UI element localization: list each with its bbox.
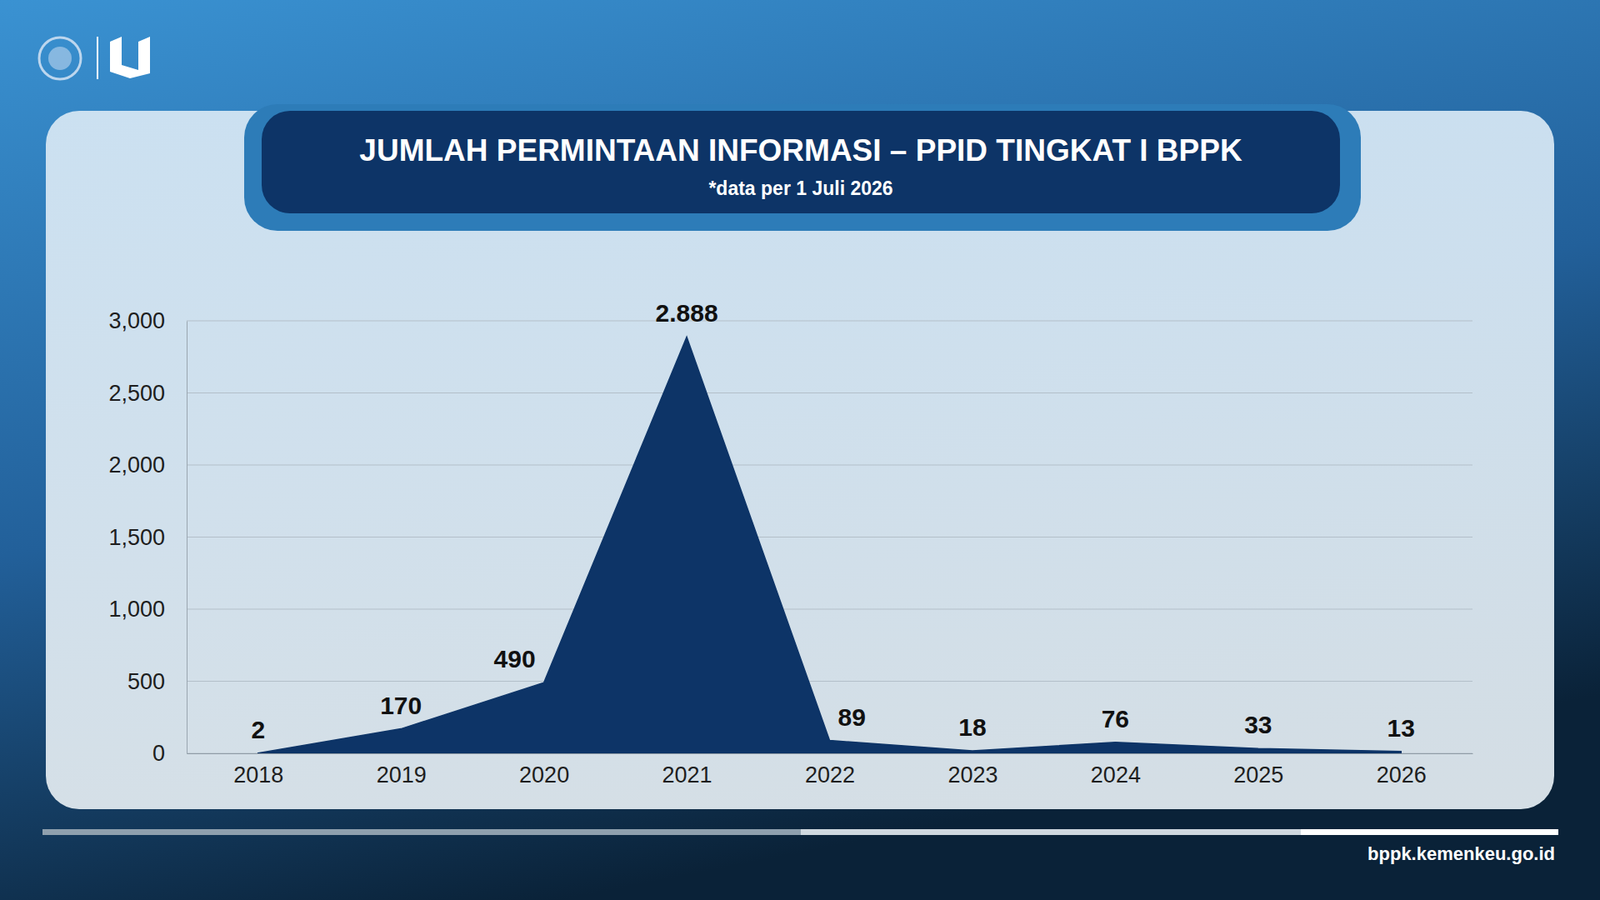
y-tick-label: 2,000 xyxy=(108,452,165,478)
x-tick-label: 2025 xyxy=(1233,762,1284,788)
y-axis: 0 500 1,000 1,500 2,000 2,500 3,000 xyxy=(108,308,187,766)
data-label: 89 xyxy=(838,703,866,731)
title-box xyxy=(261,110,1340,214)
data-labels: 2 170 490 2.888 89 18 76 33 13 xyxy=(250,299,1415,743)
grid-line xyxy=(186,536,1473,538)
title: JUMLAH PERMINTAAN INFORMASI – PPID TINGK… xyxy=(359,133,1243,168)
x-tick-label: 2020 xyxy=(519,762,570,788)
y-tick: 1,000 xyxy=(108,596,187,622)
x-tick: 2018 xyxy=(233,753,284,788)
data-label: 2 xyxy=(250,715,265,744)
grid-line xyxy=(186,609,1473,610)
y-axis-line xyxy=(186,321,188,755)
data-label: 76 xyxy=(1101,705,1130,733)
y-tick: 2,500 xyxy=(108,380,187,406)
data-label: 33 xyxy=(1244,710,1272,739)
y-tick-label: 500 xyxy=(127,669,165,695)
y-tick: 500 xyxy=(127,669,187,695)
grid-line xyxy=(186,320,1473,322)
x-tick-label: 2026 xyxy=(1376,762,1427,788)
y-tick-label: 2,500 xyxy=(108,380,165,406)
y-tick: 1,500 xyxy=(108,525,187,550)
y-tick-label: 1,500 xyxy=(108,525,165,550)
data-label: 13 xyxy=(1387,714,1415,742)
background xyxy=(0,0,1600,900)
x-tick-label: 2019 xyxy=(376,762,427,788)
x-tick: 2024 xyxy=(1090,753,1141,788)
y-tick-label: 1,000 xyxy=(108,596,165,622)
x-axis: 2018 2019 2020 2021 2022 2023 2024 2025 2026 xyxy=(187,753,1474,788)
area xyxy=(258,336,1402,754)
y-tick: 2,000 xyxy=(108,452,187,478)
grid-line xyxy=(186,680,1473,682)
progress-bar xyxy=(42,829,1559,835)
logo xyxy=(39,36,150,80)
x-tick: 2026 xyxy=(1376,753,1427,788)
x-tick-label: 2021 xyxy=(662,762,713,788)
x-tick-label: 2023 xyxy=(947,762,998,788)
y-tick-label: 3,000 xyxy=(108,308,165,334)
x-tick-label: 2024 xyxy=(1090,762,1141,788)
grid-line xyxy=(186,392,1473,394)
data-label: 18 xyxy=(958,713,986,741)
x-tick: 2021 xyxy=(662,753,713,788)
plot-area xyxy=(258,336,1402,754)
title-frame xyxy=(244,104,1361,231)
data-label: 2.888 xyxy=(655,299,719,327)
x-tick: 2020 xyxy=(519,753,570,788)
x-tick-label: 2022 xyxy=(805,762,855,788)
y-tick-label: 0 xyxy=(152,740,165,766)
x-tick: 2025 xyxy=(1233,753,1284,788)
x-tick: 2019 xyxy=(376,753,427,788)
x-tick: 2022 xyxy=(805,753,855,788)
x-axis-line xyxy=(187,753,1474,755)
data-label: 490 xyxy=(494,645,536,673)
grid-line xyxy=(186,465,1473,466)
data-label: 170 xyxy=(380,691,422,720)
y-tick: 0 xyxy=(152,740,187,766)
x-tick-label: 2018 xyxy=(233,762,284,788)
subtitle: *data per 1 Juli 2026 xyxy=(708,177,893,200)
footer: bppk.kemenkeu.go.id xyxy=(1367,843,1555,865)
grid xyxy=(186,320,1473,754)
y-tick: 3,000 xyxy=(108,308,187,334)
x-tick: 2023 xyxy=(947,753,998,788)
